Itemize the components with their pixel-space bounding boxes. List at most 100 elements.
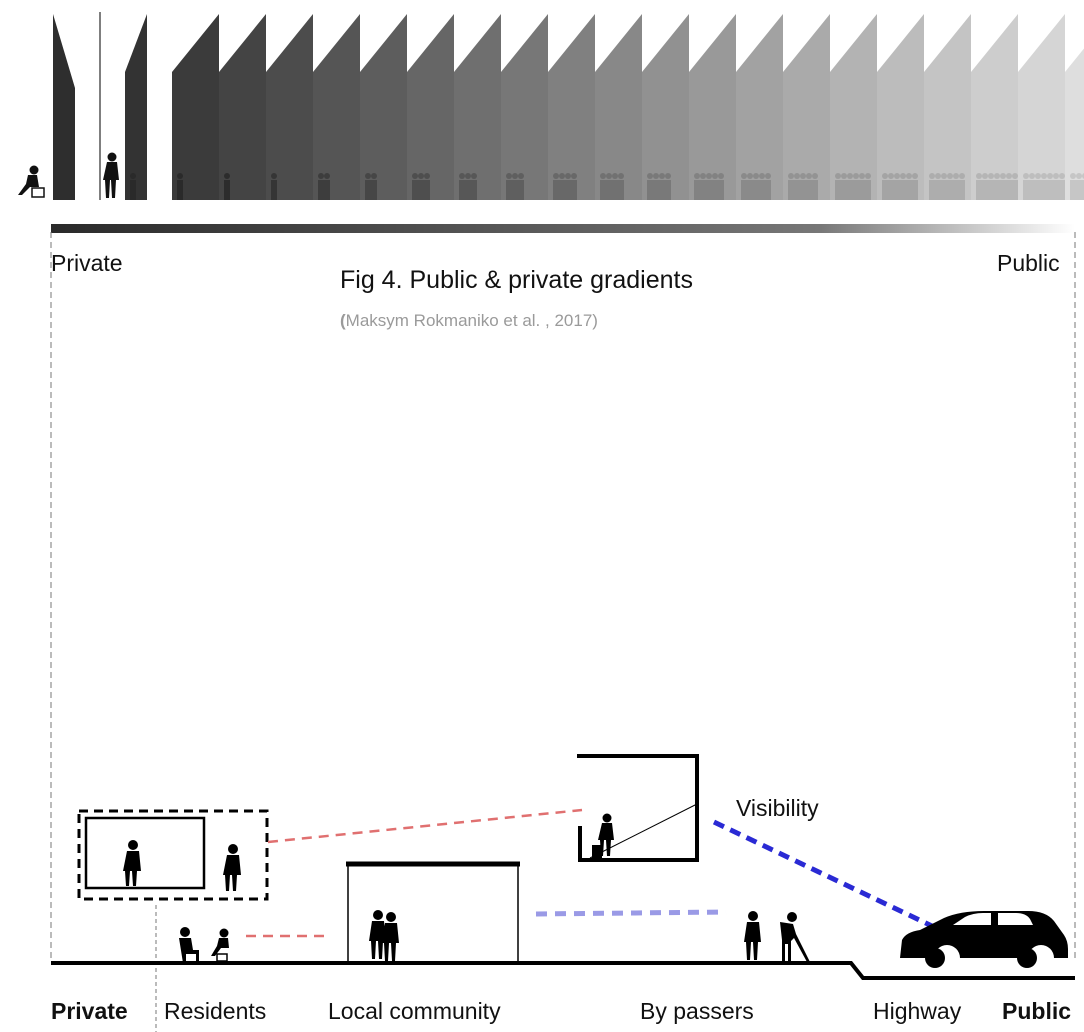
gradient-panel bbox=[266, 14, 313, 200]
crowd-figure bbox=[506, 173, 512, 200]
crowd-figure bbox=[1041, 173, 1047, 200]
crowd-figure bbox=[424, 173, 430, 200]
gradient-panel bbox=[53, 14, 75, 200]
crowd-figure bbox=[647, 173, 653, 200]
crowd-figure bbox=[518, 173, 524, 200]
crowd-figure bbox=[859, 173, 865, 200]
gradient-panel bbox=[313, 14, 360, 200]
crowd-figure bbox=[1023, 173, 1029, 200]
crowd-figure bbox=[694, 173, 700, 200]
crowd-figure bbox=[700, 173, 706, 200]
gradient-panel bbox=[783, 14, 830, 200]
gradient-panel bbox=[548, 14, 595, 200]
figure-title: Public & private gradients bbox=[409, 266, 693, 294]
crowd-figure bbox=[1012, 173, 1018, 200]
crowd-figure bbox=[600, 173, 606, 200]
crowd-figure bbox=[988, 173, 994, 200]
crowd-figure bbox=[706, 173, 712, 200]
figure-source-paren: ( bbox=[340, 311, 346, 330]
crowd-figure bbox=[788, 173, 794, 200]
private-room-window bbox=[84, 816, 206, 890]
seated-person-icon bbox=[18, 165, 45, 198]
crowd-figure bbox=[512, 173, 518, 200]
crowd-figure bbox=[853, 173, 859, 200]
crowd-figure bbox=[465, 173, 471, 200]
person-in-window bbox=[123, 840, 141, 886]
visibility-label: Visibility bbox=[736, 795, 819, 821]
crowd-figure bbox=[935, 173, 941, 200]
crowd-figure bbox=[1035, 173, 1041, 200]
gradient-panel bbox=[1018, 14, 1065, 200]
crowd-figure bbox=[1053, 173, 1059, 200]
crowd-figure bbox=[912, 173, 918, 200]
gradient-panel bbox=[407, 14, 454, 200]
section-private-label: Private bbox=[51, 998, 128, 1024]
crowd-figure bbox=[318, 173, 324, 200]
crowd-figure bbox=[906, 173, 912, 200]
gradient-panel bbox=[454, 14, 501, 200]
crowd-figure bbox=[882, 173, 888, 200]
crowd-figure bbox=[953, 173, 959, 200]
crowd-figure bbox=[618, 173, 624, 200]
blue-visibility-line bbox=[712, 819, 936, 930]
person-standing-private bbox=[223, 844, 241, 891]
standing-person-icon bbox=[103, 152, 119, 198]
crowd-figure bbox=[900, 173, 906, 200]
crowd-figure bbox=[982, 173, 988, 200]
figure-source: (Maksym Rokmaniko et al. , 2017) bbox=[340, 312, 598, 329]
crowd-figure bbox=[553, 173, 559, 200]
community-figures bbox=[369, 910, 399, 961]
crowd-figure bbox=[841, 173, 847, 200]
crowd-figure bbox=[459, 173, 465, 200]
gradient-panel bbox=[924, 14, 971, 200]
zone-label-by-passers: By passers bbox=[640, 998, 754, 1024]
red-sightline-upper bbox=[267, 808, 583, 844]
gradient-panel bbox=[1065, 48, 1084, 200]
crowd-figure bbox=[794, 173, 800, 200]
gradient-bar bbox=[51, 224, 1075, 233]
gradient-private-label: Private bbox=[51, 250, 123, 276]
crowd-figure bbox=[365, 173, 371, 200]
crowd-figure bbox=[806, 173, 812, 200]
gradient-panel bbox=[595, 14, 642, 200]
crowd-figure bbox=[1029, 173, 1035, 200]
crowd-figure bbox=[1006, 173, 1012, 200]
crowd-figure bbox=[559, 173, 565, 200]
crowd-figure bbox=[712, 173, 718, 200]
crowd-figure bbox=[324, 173, 330, 200]
crowd-figure bbox=[471, 173, 477, 200]
crowd-figure bbox=[565, 173, 571, 200]
crowd-figure bbox=[718, 173, 724, 200]
crowd-figure bbox=[753, 173, 759, 200]
section-public-label: Public bbox=[1002, 998, 1072, 1024]
figure-caption: Fig 4. Public & private gradients bbox=[340, 268, 693, 293]
crowd-figure bbox=[1070, 173, 1076, 200]
crowd-figure bbox=[994, 173, 1000, 200]
figure-label: Fig 4. bbox=[340, 266, 403, 294]
gradient-panel bbox=[172, 14, 219, 200]
zone-label-highway: Highway bbox=[873, 998, 962, 1024]
crowd-figure bbox=[271, 173, 277, 200]
gradient-panel bbox=[125, 14, 147, 200]
crowd-figure bbox=[1076, 173, 1082, 200]
crowd-figure bbox=[929, 173, 935, 200]
crowd-figure bbox=[765, 173, 771, 200]
crowd-figure bbox=[812, 173, 818, 200]
gradient-panel bbox=[971, 14, 1018, 200]
crowd-figure bbox=[1059, 173, 1065, 200]
crowd-figure bbox=[177, 173, 183, 200]
private-room-dashed-box bbox=[77, 809, 269, 901]
gradient-panel bbox=[736, 14, 783, 200]
gradient-strip bbox=[18, 12, 1084, 233]
crowd-figure bbox=[371, 173, 377, 200]
crowd-figure bbox=[759, 173, 765, 200]
crowd-figure bbox=[888, 173, 894, 200]
gradient-panel bbox=[360, 14, 407, 200]
crowd-figure bbox=[959, 173, 965, 200]
crowd-figure bbox=[1047, 173, 1053, 200]
residents-sitting-figures bbox=[179, 927, 229, 963]
zone-label-residents: Residents bbox=[164, 998, 267, 1024]
crowd-figure bbox=[659, 173, 665, 200]
crowd-figure bbox=[741, 173, 747, 200]
